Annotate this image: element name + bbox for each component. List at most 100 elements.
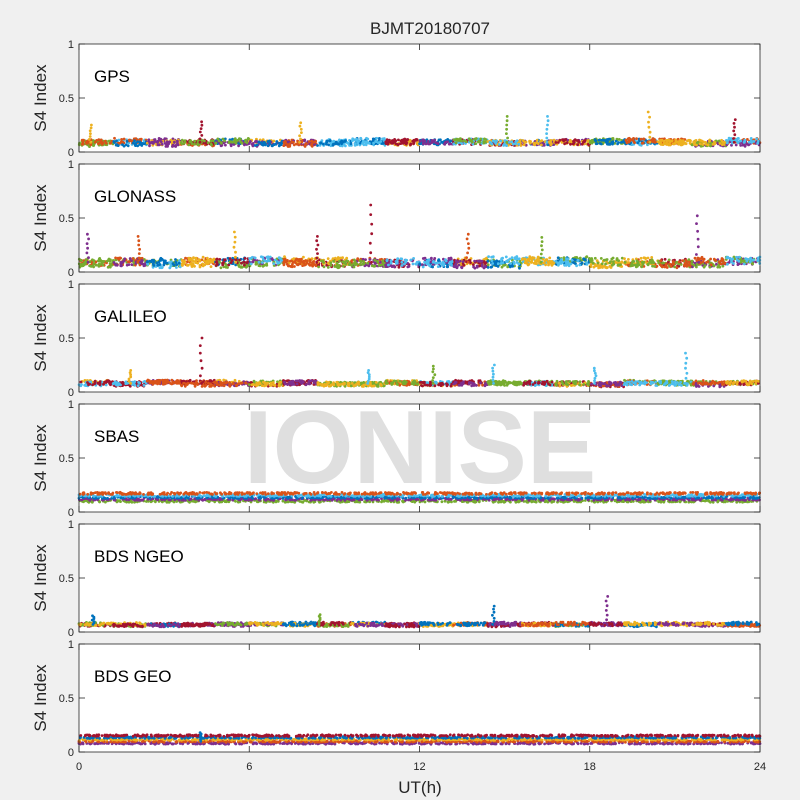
data-point — [547, 263, 550, 267]
data-point — [274, 142, 278, 146]
data-point — [425, 262, 429, 266]
spike-point — [234, 255, 237, 259]
data-point — [216, 137, 220, 141]
data-point — [745, 259, 749, 263]
data-point — [393, 265, 396, 269]
data-point — [292, 140, 295, 144]
data-point — [97, 264, 101, 268]
data-point — [487, 380, 491, 383]
data-point — [515, 257, 518, 261]
data-point — [112, 140, 116, 143]
data-point — [244, 140, 248, 144]
data-point — [393, 140, 397, 144]
data-point — [339, 256, 343, 260]
data-point — [737, 137, 740, 140]
data-point — [609, 260, 612, 263]
data-point — [133, 139, 136, 143]
data-point — [341, 140, 344, 144]
data-point — [411, 262, 415, 266]
data-point — [665, 143, 669, 146]
data-point — [716, 265, 720, 269]
spike-point — [648, 135, 652, 139]
spike-point — [233, 235, 237, 239]
data-point — [646, 256, 650, 260]
data-point — [248, 257, 252, 260]
data-point — [219, 266, 223, 270]
data-point — [108, 382, 111, 385]
data-point — [196, 382, 199, 386]
spike-point — [200, 123, 204, 127]
data-point — [219, 381, 222, 384]
data-point — [283, 382, 287, 386]
data-point — [345, 256, 349, 260]
data-point — [122, 137, 126, 141]
data-point — [730, 258, 733, 262]
data-point — [303, 144, 307, 148]
data-point — [738, 139, 742, 143]
data-point — [364, 140, 368, 144]
data-point — [156, 143, 160, 147]
data-point — [489, 265, 493, 269]
plot-area — [79, 164, 760, 272]
data-point — [430, 141, 433, 145]
data-point — [528, 256, 532, 260]
data-point — [120, 138, 123, 141]
data-point — [389, 259, 393, 263]
spike-point — [137, 256, 141, 260]
data-point — [550, 261, 553, 265]
data-point — [304, 383, 308, 387]
data-point — [351, 139, 354, 143]
data-point — [390, 265, 394, 268]
data-point — [209, 260, 213, 264]
data-point — [727, 136, 731, 140]
data-point — [499, 139, 503, 143]
data-point — [627, 140, 631, 144]
data-point — [209, 142, 213, 146]
data-point — [461, 382, 465, 385]
data-point — [136, 140, 140, 144]
data-point — [220, 141, 223, 145]
data-point — [234, 139, 238, 142]
data-point — [437, 259, 440, 262]
data-point — [211, 142, 215, 145]
data-point — [701, 143, 705, 146]
data-point — [246, 137, 250, 141]
spike-point — [467, 242, 470, 246]
spike-point — [732, 140, 736, 144]
data-point — [328, 139, 332, 143]
data-point — [118, 256, 122, 260]
data-point — [685, 264, 689, 268]
data-point — [96, 381, 100, 385]
data-point — [661, 143, 665, 147]
data-point — [257, 260, 261, 264]
data-point — [239, 265, 243, 269]
data-point — [294, 379, 298, 383]
data-point — [305, 259, 309, 263]
data-point — [511, 142, 515, 146]
data-point — [390, 381, 393, 385]
data-point — [475, 264, 479, 268]
data-point — [84, 258, 88, 262]
data-point — [146, 262, 150, 266]
data-point — [193, 264, 196, 268]
data-point — [749, 260, 752, 264]
data-point — [709, 263, 713, 267]
data-point — [277, 142, 281, 145]
data-point — [631, 138, 635, 142]
spike-point — [85, 251, 89, 255]
data-point — [368, 142, 371, 145]
spike-point — [298, 134, 301, 138]
data-point — [566, 262, 570, 265]
data-point — [297, 258, 301, 262]
data-point — [176, 141, 179, 145]
spike-point — [136, 235, 140, 238]
data-point — [278, 261, 281, 264]
data-point — [326, 257, 330, 260]
data-point — [359, 136, 363, 140]
data-point — [101, 141, 105, 145]
data-point — [92, 262, 96, 265]
data-point — [89, 265, 93, 268]
data-point — [472, 265, 475, 269]
spike-point — [466, 251, 469, 255]
